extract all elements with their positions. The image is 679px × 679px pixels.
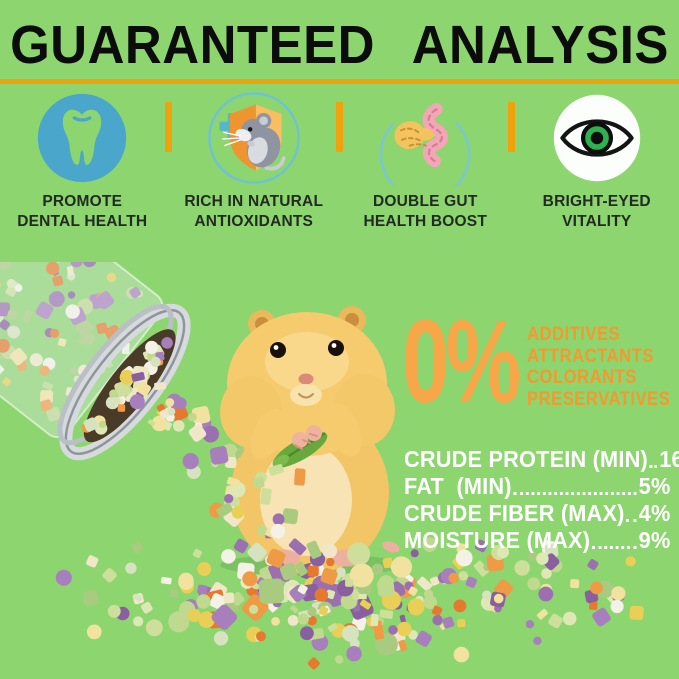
analysis-label: CRUDE FIBER (MAX) xyxy=(404,500,625,526)
analysis-value: 16% xyxy=(659,446,679,472)
claim-item: ATTRACTANTS xyxy=(526,345,654,367)
eye-icon xyxy=(549,90,645,186)
feature-label-line1: RICH IN NATURAL xyxy=(184,193,324,210)
dotted-leader xyxy=(649,465,658,468)
feature-divider xyxy=(164,102,172,152)
claims-list: ADDITIVES ATTRACTANTS COLORANTS PRESERVA… xyxy=(527,324,670,410)
feature-label-line1: BRIGHT-EYED xyxy=(542,193,651,210)
claim-item: ADDITIVES xyxy=(526,324,620,345)
analysis-value: 4% xyxy=(638,500,671,526)
feature-label-line2: HEALTH BOOST xyxy=(363,213,488,230)
analysis-label: FAT (MIN) xyxy=(404,473,512,499)
tooth-icon xyxy=(34,90,130,186)
claim-item: COLORANTS xyxy=(526,367,637,388)
analysis-table: CRUDE PROTEIN (MIN) 16% FAT (MIN) 5% CRU… xyxy=(404,446,679,554)
analysis-row: FAT (MIN) 5% xyxy=(404,473,670,500)
feature-label-line2: ANTIOXIDANTS xyxy=(194,213,314,230)
feature-label: DOUBLE GUT HEALTH BOOST xyxy=(363,192,487,232)
gut-icon xyxy=(377,90,473,200)
feature-row: PROMOTE DENTAL HEALTH xyxy=(0,90,679,232)
feature-label-line1: PROMOTE xyxy=(42,193,123,210)
analysis-value: 9% xyxy=(638,527,671,553)
feature-label: RICH IN NATURAL ANTIOXIDANTS xyxy=(184,192,323,232)
feature-gut: DOUBLE GUT HEALTH BOOST xyxy=(343,90,508,232)
title-underline xyxy=(0,79,679,84)
dotted-leader xyxy=(626,519,637,522)
jar xyxy=(0,262,191,461)
feature-label-line2: VITALITY xyxy=(562,213,632,230)
shield-mouse-icon xyxy=(206,90,302,186)
claim-item: PRESERVATIVES xyxy=(526,388,670,410)
analysis-row: CRUDE PROTEIN (MIN) 16% xyxy=(404,446,679,473)
feature-antioxidants: RICH IN NATURAL ANTIOXIDANTS xyxy=(172,90,337,232)
feature-vitality: BRIGHT-EYED VITALITY xyxy=(515,90,679,232)
analysis-value: 5% xyxy=(638,473,671,499)
hamster xyxy=(220,306,404,576)
feature-label: PROMOTE DENTAL HEALTH xyxy=(17,192,147,232)
spill-food xyxy=(55,365,644,670)
analysis-row: MOISTURE (MAX) 9% xyxy=(404,527,670,554)
feature-dental: PROMOTE DENTAL HEALTH xyxy=(0,90,165,232)
analysis-label: CRUDE PROTEIN (MIN) xyxy=(404,446,648,472)
jar-food xyxy=(0,262,144,432)
feature-label: BRIGHT-EYED VITALITY xyxy=(543,192,651,232)
analysis-row: CRUDE FIBER (MAX) 4% xyxy=(404,500,670,527)
product-photo-illustration xyxy=(0,262,644,670)
feature-divider xyxy=(336,102,343,152)
zero-claims-block: 0% ADDITIVES ATTRACTANTS COLORANTS PRESE… xyxy=(402,296,679,428)
zero-percent: 0% xyxy=(402,296,521,428)
dotted-leader xyxy=(513,492,637,495)
feature-label-line1: DOUBLE GUT xyxy=(373,193,478,210)
page-title: GUARANTEED ANALYSIS xyxy=(10,14,669,75)
feature-divider xyxy=(507,102,515,152)
analysis-label: MOISTURE (MAX) xyxy=(404,527,591,553)
dotted-leader xyxy=(592,546,637,549)
feature-label-line2: DENTAL HEALTH xyxy=(17,213,148,230)
